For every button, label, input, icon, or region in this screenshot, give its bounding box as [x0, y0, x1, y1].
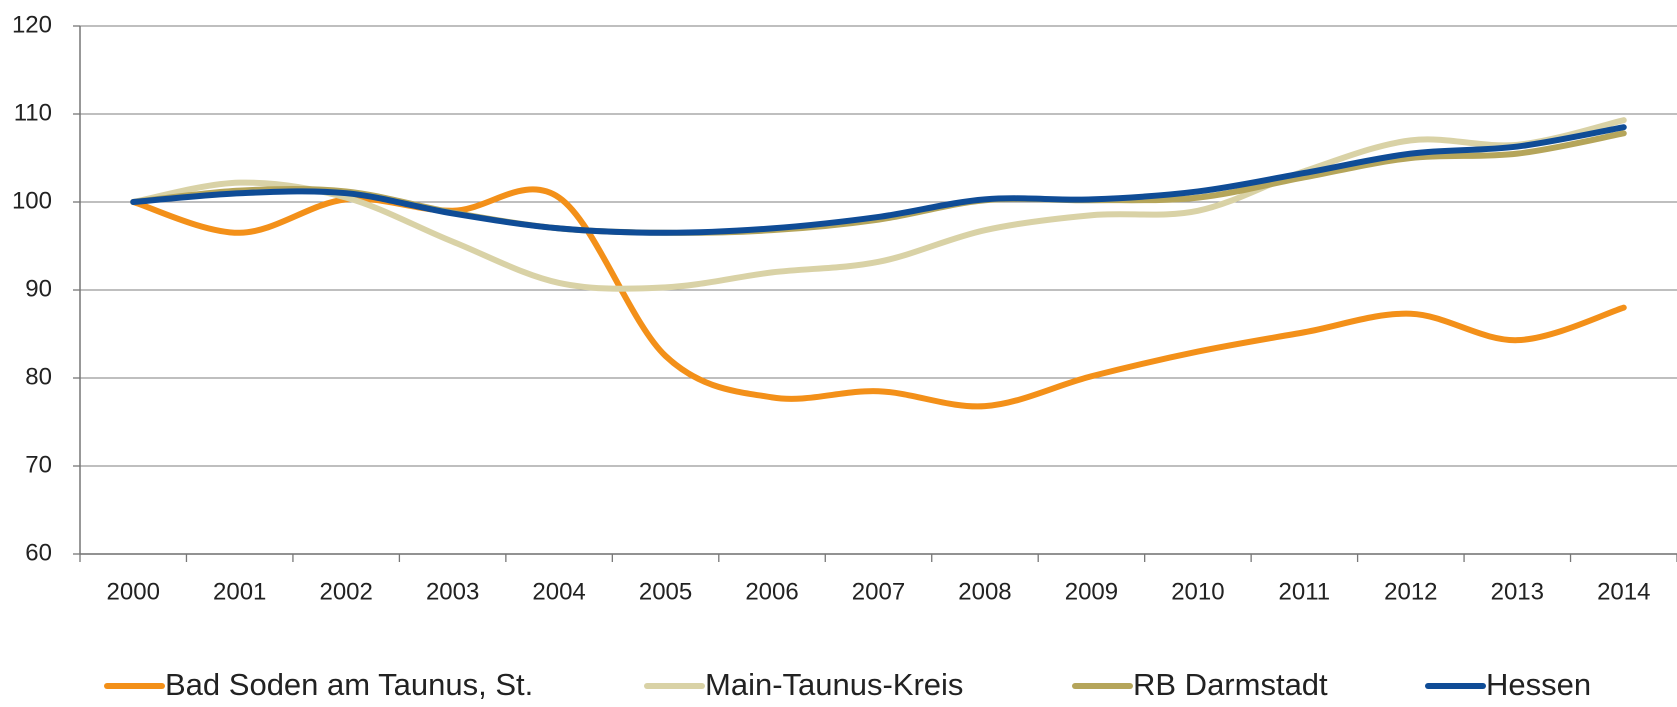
y-tick-label: 100: [12, 187, 52, 214]
x-tick-label: 2009: [1065, 578, 1118, 605]
y-tick-label: 80: [25, 363, 52, 390]
y-tick-label: 110: [14, 99, 52, 126]
legend-label: Main-Taunus-Kreis: [705, 667, 963, 702]
y-tick-label: 120: [12, 11, 52, 38]
x-tick-label: 2006: [745, 578, 798, 605]
legend-label: Bad Soden am Taunus, St.: [165, 667, 533, 702]
x-tick-label: 2013: [1491, 578, 1544, 605]
y-tick-label: 60: [25, 539, 52, 566]
x-tick-label: 2012: [1384, 578, 1437, 605]
x-tick-label: 2010: [1171, 578, 1224, 605]
legend: Bad Soden am Taunus, St. Main-Taunus-Krei…: [104, 667, 1591, 702]
x-tick-label: 2004: [532, 578, 585, 605]
x-tick-label: 2014: [1597, 578, 1650, 605]
x-tick-label: 2011: [1279, 578, 1331, 605]
series-line: [130, 124, 1627, 236]
x-tick-label: 2007: [852, 578, 905, 605]
y-tick-label: 70: [25, 451, 52, 478]
x-tick-label: 2005: [639, 578, 692, 605]
x-tick-label: 2002: [319, 578, 372, 605]
x-tick-label: 2001: [213, 578, 266, 605]
legend-label: RB Darmstadt: [1133, 667, 1328, 702]
series-line: [130, 117, 1627, 292]
x-tick-label: 2008: [958, 578, 1011, 605]
y-tick-label: 90: [25, 275, 52, 302]
x-tick-label: 2003: [426, 578, 479, 605]
legend-label: Hessen: [1486, 667, 1591, 702]
x-tick-label: 2000: [107, 578, 160, 605]
